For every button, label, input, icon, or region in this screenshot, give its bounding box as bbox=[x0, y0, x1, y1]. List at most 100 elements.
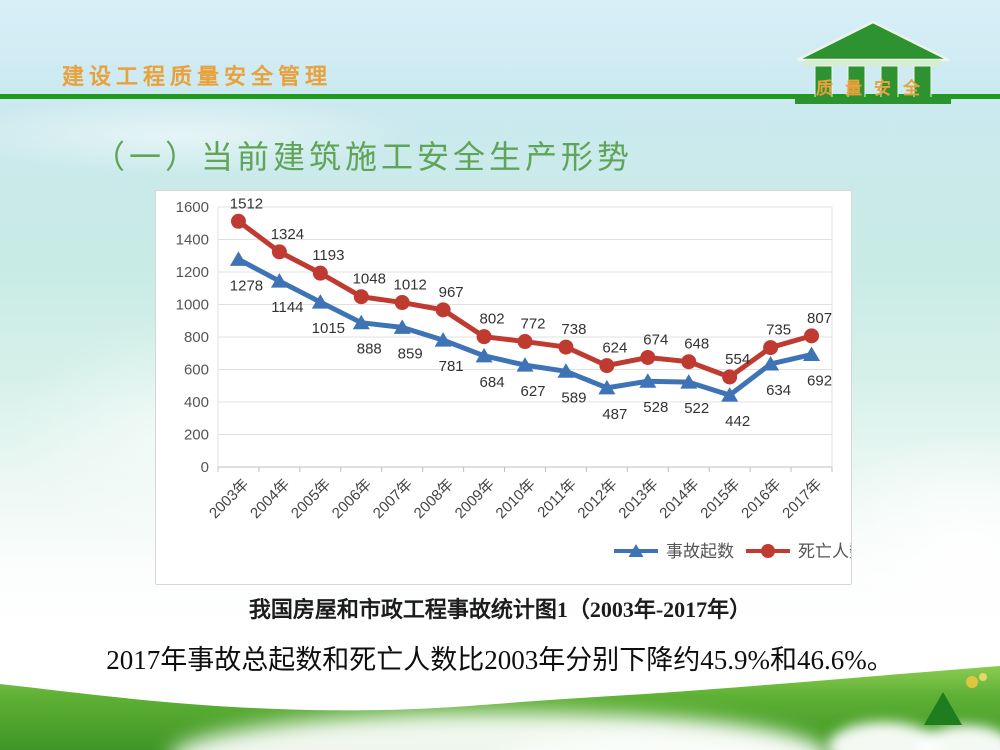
x-tick-label: 2005年 bbox=[288, 476, 334, 522]
circle-marker bbox=[476, 329, 492, 345]
chart-caption: 我国房屋和市政工程事故统计图1（2003年-2017年） bbox=[248, 597, 752, 622]
data-label: 859 bbox=[398, 345, 423, 362]
series-accidents: 1278 1144 1015 888 859 781 684 627 589 487 528 522 4… bbox=[230, 251, 832, 430]
circle-marker bbox=[804, 328, 820, 344]
triangle-marker bbox=[680, 374, 698, 389]
y-tick-label: 1000 bbox=[176, 297, 209, 314]
data-label: 554 bbox=[725, 351, 750, 368]
page-title: （一）当前建筑施工安全生产形势 bbox=[93, 139, 634, 175]
data-label: 442 bbox=[725, 413, 750, 430]
data-label: 624 bbox=[602, 340, 627, 357]
y-tick-label: 1200 bbox=[176, 264, 209, 281]
triangle-marker bbox=[311, 294, 329, 309]
data-label: 888 bbox=[357, 341, 382, 358]
x-tick-label: 2010年 bbox=[493, 476, 539, 522]
header-brand-text: 建设工程质量安全管理 bbox=[62, 64, 333, 89]
triangle-marker bbox=[639, 373, 657, 388]
data-label: 648 bbox=[684, 336, 709, 353]
circle-marker bbox=[640, 349, 656, 365]
data-label: 1012 bbox=[394, 277, 427, 294]
circle-marker bbox=[763, 340, 779, 356]
cloud-blob bbox=[828, 722, 940, 750]
triangle-marker bbox=[557, 363, 575, 378]
x-tick-label: 2004年 bbox=[247, 476, 293, 522]
legend-label: 死亡人数 bbox=[798, 542, 851, 561]
data-label: 1048 bbox=[353, 271, 386, 288]
circle-marker bbox=[271, 244, 287, 260]
accident-statistics-line-chart: 020040060080010001200140016002003年2004年2… bbox=[176, 195, 866, 561]
cloud-blob bbox=[919, 725, 1000, 750]
x-tick-label: 2011年 bbox=[534, 476, 579, 521]
data-label: 802 bbox=[480, 311, 505, 328]
triangle-marker bbox=[229, 251, 247, 266]
summary-text: 2017年事故总起数和死亡人数比2003年分别下降约45.9%和46.6%。 bbox=[106, 645, 894, 675]
x-tick-label: 2012年 bbox=[574, 476, 620, 522]
data-label: 1193 bbox=[312, 247, 344, 264]
x-tick-label: 2014年 bbox=[656, 476, 702, 522]
circle-marker bbox=[435, 302, 451, 318]
x-tick-label: 2017年 bbox=[779, 476, 825, 522]
mist-decoration bbox=[510, 728, 810, 750]
circle-marker bbox=[312, 265, 328, 281]
flower-decoration bbox=[979, 673, 987, 681]
x-tick-label: 2013年 bbox=[615, 476, 661, 522]
temple-logo-icon: 质量安全 bbox=[795, 20, 951, 104]
x-tick-label: 2009年 bbox=[452, 476, 498, 522]
data-label: 692 bbox=[807, 373, 832, 390]
triangle-marker bbox=[475, 347, 493, 363]
data-label: 522 bbox=[684, 400, 709, 417]
logo-lintel bbox=[805, 60, 941, 66]
y-tick-label: 600 bbox=[184, 362, 209, 379]
circle-marker bbox=[517, 334, 533, 350]
circle-marker bbox=[599, 358, 615, 374]
triangle-marker bbox=[516, 357, 534, 372]
triangle-marker bbox=[598, 379, 616, 395]
data-label: 807 bbox=[807, 310, 832, 327]
grass-footer bbox=[0, 666, 1000, 750]
x-tick-label: 2006年 bbox=[329, 476, 375, 522]
header-divider-line bbox=[0, 94, 1000, 99]
triangle-marker bbox=[721, 387, 739, 402]
circle-marker bbox=[681, 354, 697, 370]
data-label: 967 bbox=[439, 284, 464, 301]
x-tick-label: 2003年 bbox=[206, 476, 252, 522]
legend-label: 事故起数 bbox=[666, 542, 734, 561]
data-label: 1144 bbox=[271, 299, 303, 316]
circle-marker bbox=[394, 295, 410, 311]
triangle-marker bbox=[762, 355, 780, 371]
y-tick-label: 1400 bbox=[176, 232, 209, 249]
data-label: 684 bbox=[480, 374, 505, 391]
x-tick-label: 2008年 bbox=[411, 476, 457, 522]
logo-roof bbox=[796, 20, 950, 62]
data-label: 738 bbox=[561, 321, 586, 338]
y-tick-label: 200 bbox=[184, 427, 209, 444]
triangle-marker bbox=[270, 273, 288, 288]
data-label: 674 bbox=[643, 331, 668, 348]
chart-legend: 事故起数 死亡人数 bbox=[614, 542, 866, 561]
circle-marker bbox=[722, 369, 738, 385]
cloud-decoration bbox=[0, 95, 420, 175]
y-tick-label: 800 bbox=[184, 329, 209, 346]
flower-decoration bbox=[966, 676, 978, 688]
data-label: 1015 bbox=[312, 320, 345, 337]
data-label: 781 bbox=[439, 358, 464, 375]
circle-marker bbox=[558, 339, 574, 355]
y-tick-label: 1600 bbox=[176, 199, 209, 216]
triangle-marker bbox=[393, 319, 411, 334]
data-label: 528 bbox=[643, 399, 668, 416]
logo-base-lower bbox=[795, 97, 951, 104]
y-tick-label: 0 bbox=[201, 459, 209, 476]
data-label: 772 bbox=[520, 316, 545, 333]
x-tick-label: 2007年 bbox=[370, 476, 416, 522]
data-label: 634 bbox=[766, 382, 791, 399]
data-label: 1512 bbox=[230, 195, 263, 212]
triangle-marker bbox=[434, 332, 452, 347]
logo-text: 质量安全 bbox=[816, 78, 932, 98]
circle-marker bbox=[353, 289, 369, 305]
nav-up-triangle-icon bbox=[924, 692, 962, 725]
data-label: 627 bbox=[520, 383, 545, 400]
triangle-marker bbox=[352, 314, 370, 330]
chart-panel: 0 200 400 600 800 1000 1200 1400 1600 2003年 2004年 2… bbox=[155, 190, 866, 585]
x-tick-label: 2015年 bbox=[697, 476, 743, 522]
data-label: 487 bbox=[602, 406, 627, 423]
